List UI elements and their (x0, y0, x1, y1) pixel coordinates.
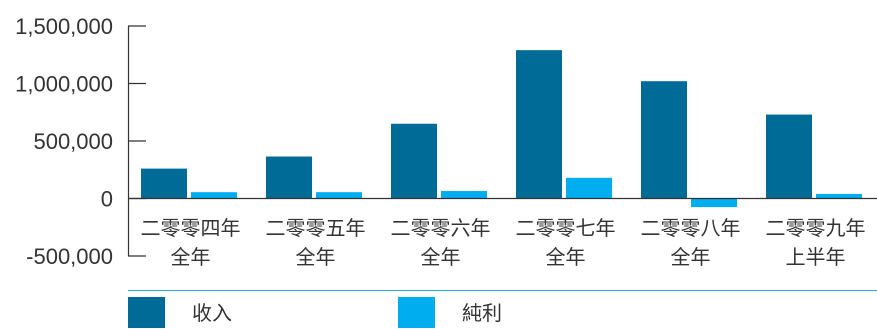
revenue-bar (266, 156, 312, 199)
x-tick-label: 全年 (171, 245, 211, 269)
y-tick-label: 500,000 (33, 129, 113, 154)
y-tick-label: 1,500,000 (15, 14, 113, 39)
x-tick-label: 二零零九年 (766, 216, 866, 240)
y-tick-label: 1,000,000 (15, 72, 113, 97)
x-tick-label: 二零零六年 (391, 216, 491, 240)
net-profit-bar (316, 192, 362, 199)
net-profit-bar (816, 193, 862, 199)
net-profit-bar (566, 177, 612, 199)
revenue-bar (516, 50, 562, 199)
legend-swatch-revenue (128, 297, 165, 328)
revenue-bar (641, 81, 687, 199)
x-tick-label: 全年 (546, 245, 586, 269)
y-tick-label: -500,000 (26, 244, 113, 269)
x-tick-label: 全年 (421, 245, 461, 269)
legend-label-net-profit: 純利 (462, 301, 502, 325)
legend-swatch-net-profit (398, 297, 435, 328)
bars-layer (141, 50, 862, 208)
revenue-bar (391, 123, 437, 199)
legend-label-revenue: 收入 (192, 301, 232, 325)
net-profit-bar (441, 191, 487, 199)
y-axis-ticks: 1,500,000 1,000,000 500,000 0 -500,000 (15, 14, 146, 269)
net-profit-bar (191, 192, 237, 199)
x-tick-label: 全年 (296, 245, 336, 269)
x-tick-label: 二零零七年 (516, 216, 616, 240)
x-tick-label: 全年 (671, 245, 711, 269)
legend: 收入 純利 (128, 290, 877, 328)
x-tick-label: 二零零八年 (641, 216, 741, 240)
net-profit-bar (691, 198, 737, 208)
revenue-bar (766, 114, 812, 199)
x-tick-label: 上半年 (786, 245, 846, 269)
revenue-bar (141, 168, 187, 199)
y-tick-label: 0 (101, 187, 113, 212)
x-tick-label: 二零零四年 (141, 216, 241, 240)
x-tick-label: 二零零五年 (266, 216, 366, 240)
